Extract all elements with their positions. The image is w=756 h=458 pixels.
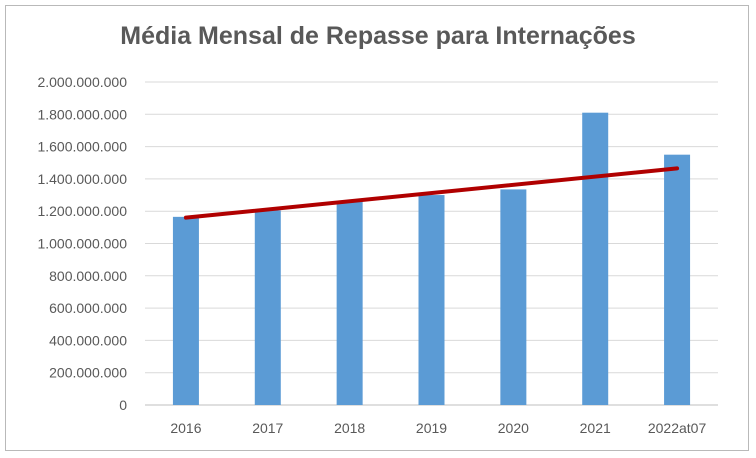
chart-frame (5, 5, 749, 451)
chart-title: Média Mensal de Repasse para Internações (120, 22, 636, 50)
y-tick-label: 200.000.000 (49, 365, 127, 381)
trendline (183, 166, 680, 220)
y-tick-label: 1.600.000.000 (37, 139, 127, 155)
y-tick-label: 800.000.000 (49, 268, 127, 284)
x-tick-label: 2016 (170, 420, 201, 436)
bar-2018 (336, 201, 363, 405)
x-tick-label: 2018 (334, 420, 365, 436)
y-tick-label: 600.000.000 (49, 300, 127, 316)
y-tick-label: 1.400.000.000 (37, 171, 127, 187)
bars (172, 112, 691, 405)
bar-2019 (418, 195, 445, 405)
bar-2016 (172, 216, 199, 405)
y-tick-label: 2.000.000.000 (37, 74, 127, 90)
x-tick-label: 2022at07 (648, 420, 707, 436)
x-tick-label: 2020 (498, 420, 529, 436)
x-axis-ticks: 2016 2017 2018 2019 2020 2021 2022at07 (170, 420, 706, 436)
x-tick-label: 2019 (416, 420, 447, 436)
bar-2017 (254, 210, 281, 405)
x-tick-label: 2017 (252, 420, 283, 436)
y-tick-label: 1.200.000.000 (37, 203, 127, 219)
trendline-layer (183, 166, 680, 220)
y-tick-label: 1.800.000.000 (37, 106, 127, 122)
bar-2022at07 (664, 154, 691, 405)
bar-2021 (582, 112, 609, 405)
x-tick-label: 2021 (580, 420, 611, 436)
y-axis-ticks: 0 200.000.000 400.000.000 600.000.000 800.00… (37, 74, 127, 413)
y-tick-label: 1.000.000.000 (37, 236, 127, 252)
bar-2020 (500, 189, 527, 405)
y-tick-label: 0 (119, 397, 127, 413)
y-tick-label: 400.000.000 (49, 332, 127, 348)
